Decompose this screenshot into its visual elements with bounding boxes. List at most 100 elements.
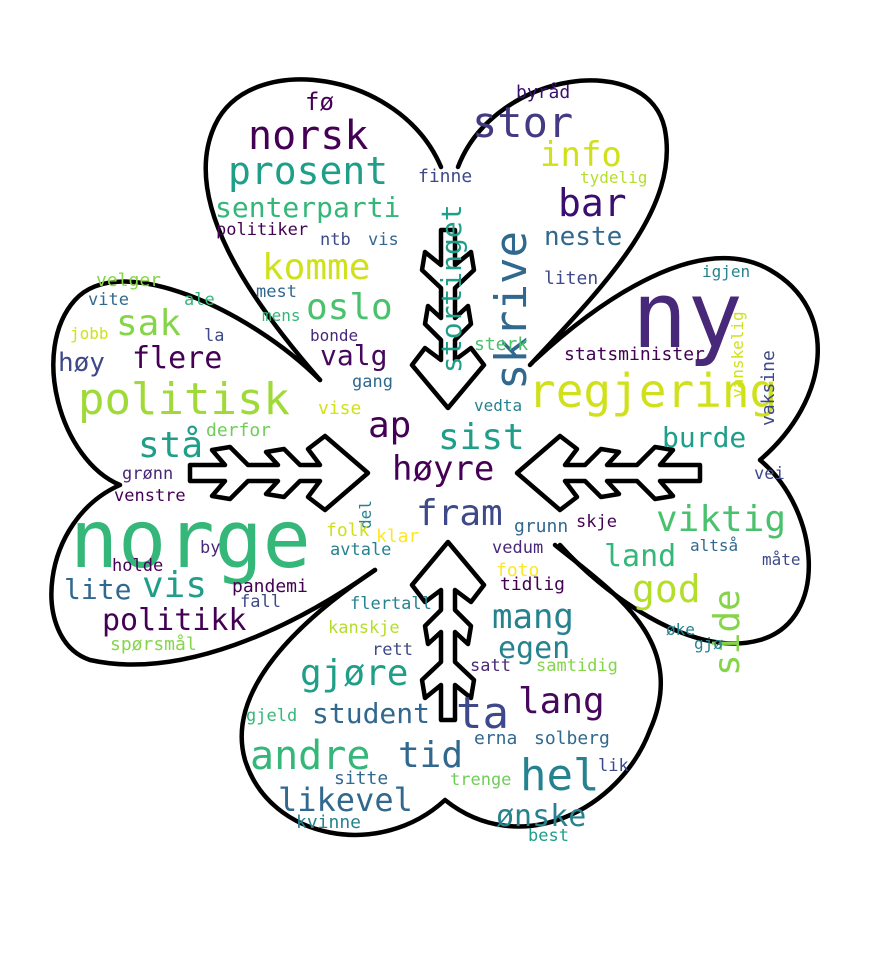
word-øke: øke xyxy=(666,620,695,639)
word-ale: ale xyxy=(184,290,215,310)
word-fø: fø xyxy=(305,88,334,116)
word-pandemi: pandemi xyxy=(232,576,308,597)
word-skrive: skrive xyxy=(486,231,537,391)
word-altså: altså xyxy=(690,536,739,555)
word-land: land xyxy=(604,539,677,574)
word-sist: sist xyxy=(438,417,525,458)
word-ny: ny xyxy=(632,262,743,369)
word-lite: lite xyxy=(64,573,132,606)
word-senterparti: senterparti xyxy=(215,191,401,224)
word-komme: komme xyxy=(262,247,371,288)
word-grunn: grunn xyxy=(514,516,569,537)
arrow-down xyxy=(409,227,487,411)
word-best: best xyxy=(528,826,569,846)
word-sitte: sitte xyxy=(334,768,389,789)
word-igjen: igjen xyxy=(702,262,751,281)
word-finne: finne xyxy=(418,166,473,187)
word-statsminister: statsminister xyxy=(564,344,705,365)
word-vise: vise xyxy=(318,398,362,419)
word-by: by xyxy=(200,538,221,558)
word-vis: vis xyxy=(142,565,208,606)
word-kanskje: kanskje xyxy=(328,618,400,638)
word-politisk: politisk xyxy=(78,374,290,425)
petal-top xyxy=(203,77,669,383)
word-høyre: høyre xyxy=(392,449,495,489)
word-vei: vei xyxy=(754,464,785,484)
word-vanskelig: vanskelig xyxy=(728,311,747,399)
word-foto: foto xyxy=(496,560,540,581)
word-burde: burde xyxy=(662,421,747,454)
word-egen: egen xyxy=(498,631,571,666)
word-stortinget: stortinget xyxy=(435,204,468,373)
word-mens: mens xyxy=(262,306,301,325)
word-lang: lang xyxy=(518,681,605,722)
word-oslo: oslo xyxy=(306,287,393,328)
word-liten: liten xyxy=(544,268,599,289)
word-vite: vite xyxy=(88,290,129,310)
word-erna: erna xyxy=(474,728,518,749)
word-kvinne: kvinne xyxy=(296,812,362,833)
word-høy: høy xyxy=(58,348,105,378)
word-prosent: prosent xyxy=(228,149,389,193)
word-flere: flere xyxy=(132,341,223,376)
word-mest: mest xyxy=(256,282,297,302)
word-skje: skje xyxy=(576,512,617,532)
word-tid: tid xyxy=(398,735,464,776)
arrow-right xyxy=(187,433,371,513)
word-flertall: flertall xyxy=(350,594,432,614)
word-ta: ta xyxy=(456,688,509,739)
word-gjøre: gjøre xyxy=(300,653,409,694)
petal-left xyxy=(49,279,378,667)
word-gjø: gjø xyxy=(694,634,723,653)
word-gang: gang xyxy=(352,372,393,392)
word-rett: rett xyxy=(372,640,413,660)
word-vedta: vedta xyxy=(474,396,523,415)
word-info: info xyxy=(540,135,622,175)
word-andre: andre xyxy=(250,733,371,779)
word-tidlig: tidlig xyxy=(500,574,566,595)
word-hel: hel xyxy=(520,750,600,801)
word-vedum: vedum xyxy=(492,538,544,558)
word-mang: mang xyxy=(492,597,574,637)
word-sterk: sterk xyxy=(474,334,529,355)
word-gjeld: gjeld xyxy=(246,706,298,726)
word-la: la xyxy=(204,326,225,346)
word-byråd: byråd xyxy=(516,82,571,103)
word-velger: velger xyxy=(96,270,162,291)
word-grønn: grønn xyxy=(122,464,174,484)
word-god: god xyxy=(632,567,701,611)
word-spørsmål: spørsmål xyxy=(110,634,197,655)
word-politiker: politiker xyxy=(216,220,309,240)
word-bonde: bonde xyxy=(310,326,359,345)
word-derfor: derfor xyxy=(206,420,272,441)
word-tydelig: tydelig xyxy=(580,168,648,187)
petal-bottom xyxy=(239,542,664,838)
word-ønske: ønske xyxy=(496,799,587,834)
word-norge: norge xyxy=(70,493,311,586)
word-folk: folk xyxy=(326,520,370,541)
word-bar: bar xyxy=(558,181,627,225)
word-vis: vis xyxy=(368,230,399,250)
word-valg: valg xyxy=(320,339,388,372)
word-norsk: norsk xyxy=(248,113,369,159)
word-politikk: politikk xyxy=(102,603,247,638)
word-satt: satt xyxy=(470,656,511,676)
word-solberg: solberg xyxy=(534,728,610,749)
word-lik: lik xyxy=(598,756,629,776)
word-trenge: trenge xyxy=(450,770,512,790)
word-klar: klar xyxy=(376,526,420,547)
arrow-left xyxy=(514,433,703,513)
word-vaksine: vaksine xyxy=(758,349,779,426)
word-regjering: regjering xyxy=(528,364,778,418)
word-fram: fram xyxy=(416,493,503,534)
word-fall: fall xyxy=(240,592,281,612)
word-avtale: avtale xyxy=(330,540,392,560)
word-neste: neste xyxy=(544,222,623,252)
word-ap: ap xyxy=(368,405,412,446)
word-likevel: likevel xyxy=(278,781,413,819)
word-samtidig: samtidig xyxy=(536,656,618,676)
word-stå: stå xyxy=(138,425,204,466)
word-stor: stor xyxy=(472,98,574,147)
